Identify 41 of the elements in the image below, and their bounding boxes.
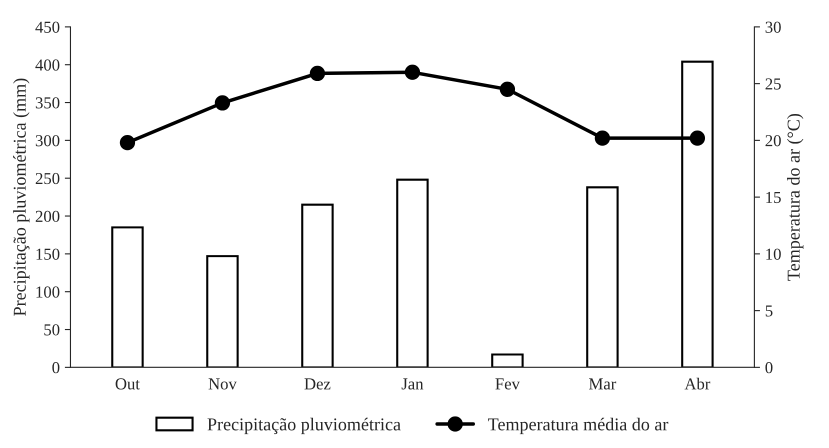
y2-tick-label: 15 (766, 192, 781, 204)
y2-tick-label: 25 (766, 78, 781, 90)
legend-label: Precipitação pluviométrica (208, 418, 401, 434)
point (310, 66, 326, 82)
y-tick-label: 50 (44, 324, 60, 336)
y2-tick-label: 30 (766, 22, 781, 33)
x-tick-label: Fev (495, 378, 520, 390)
bar (301, 204, 334, 368)
y-axis-title: Precipitação pluviométrica (mm) (13, 78, 30, 316)
y-tick-label: 350 (36, 97, 60, 108)
point (214, 95, 230, 111)
bar (586, 186, 619, 368)
y-tick-label: 100 (36, 286, 60, 298)
point (120, 135, 136, 150)
y2-tick-label: 10 (766, 248, 781, 260)
bar (491, 353, 524, 368)
bar (396, 178, 429, 368)
bar (111, 226, 144, 368)
x-tick-label: Nov (208, 378, 237, 390)
x-tick-label: Mar (589, 378, 616, 390)
y-tick-label: 150 (36, 248, 60, 260)
point (500, 82, 516, 97)
x-tick-label: Dez (304, 378, 330, 390)
y-tick-label: 200 (36, 210, 60, 222)
bar (206, 255, 239, 368)
y2-tick-label: 5 (766, 305, 772, 317)
y-tick-label: 250 (36, 172, 60, 184)
y2-tick-label: 20 (766, 135, 781, 146)
point (404, 64, 420, 80)
y-tick-label: 0 (52, 362, 60, 374)
y-tick-label: 400 (35, 59, 60, 71)
y2-tick-label: 0 (765, 362, 773, 374)
x-tick-label: Abr (684, 378, 710, 390)
legend-label: Temperatura média do ar (488, 418, 668, 434)
point (690, 130, 706, 146)
point (594, 130, 610, 146)
x-tick-label: Jan (402, 378, 424, 390)
y-tick-label: 300 (36, 135, 60, 146)
y-tick-label: 450 (35, 22, 60, 33)
y2-axis-title: Temperatura do ar (°C) (787, 114, 804, 281)
x-tick-label: Out (116, 378, 140, 390)
